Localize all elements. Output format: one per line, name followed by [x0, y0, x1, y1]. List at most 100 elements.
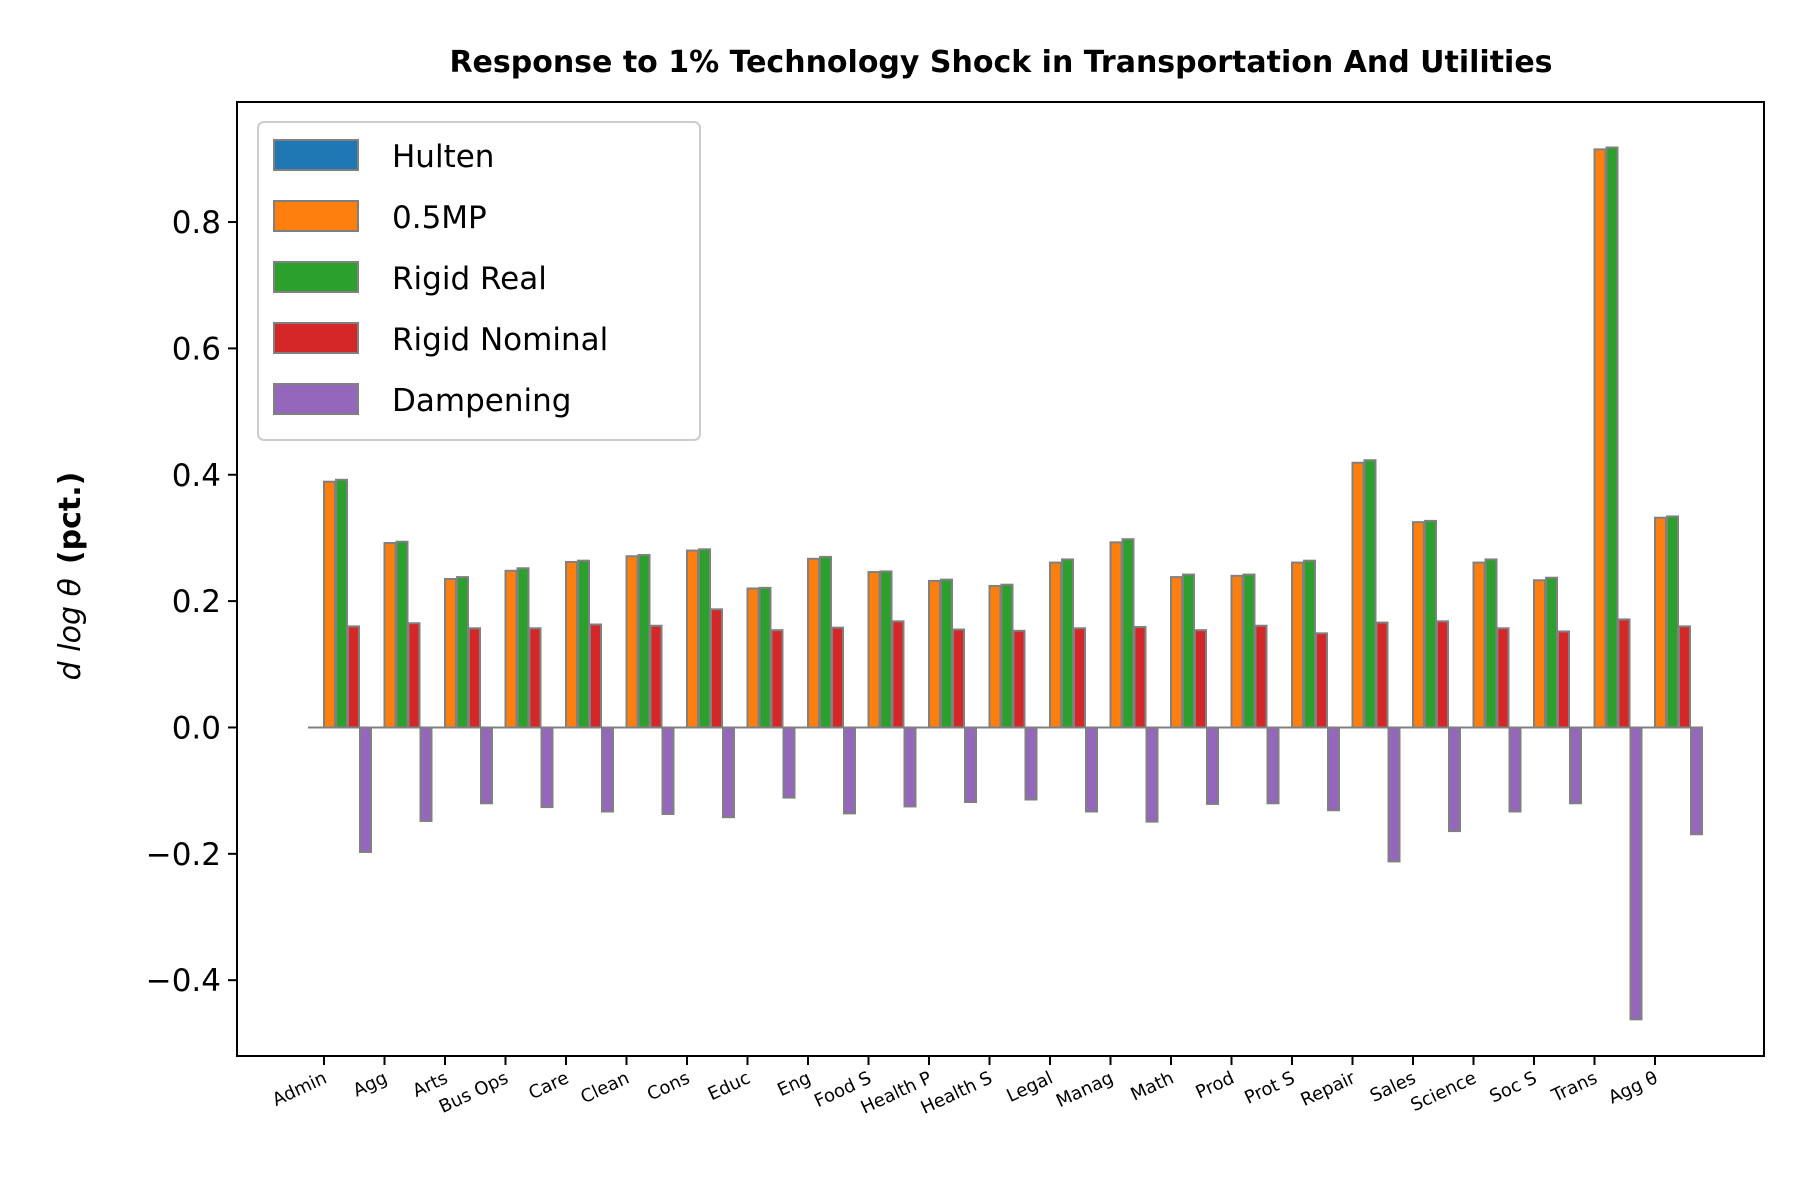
bar-rigid-nominal-repair [1375, 621, 1389, 729]
y-axis-label: d log θ (pct.) [53, 472, 88, 681]
y-tick-label: −0.4 [146, 963, 221, 999]
bar-rigid-real-bus-ops [516, 567, 530, 729]
legend-swatch [273, 200, 359, 232]
y-axis-label-unit: (pct.) [53, 472, 88, 564]
bar-0-5mp-admin [323, 480, 336, 729]
bar-rigid-nominal-admin [347, 625, 360, 729]
bar-dampening-clean [661, 726, 675, 816]
bar-0-5mp-eng [807, 557, 820, 729]
bar-rigid-real-clean [637, 553, 651, 729]
bar-rigid-real-trans [1605, 146, 1619, 729]
bar-dampening-soc-s [1569, 726, 1582, 805]
bar-0-5mp-manag [1109, 541, 1123, 729]
legend-label: Rigid Nominal [392, 322, 608, 358]
bar-rigid-real-arts [456, 576, 469, 729]
bar-rigid-nominal-educ [770, 629, 784, 729]
bar-rigid-nominal-manag [1133, 626, 1147, 729]
bar-0-5mp-math [1170, 576, 1183, 729]
bar-dampening-food-s [903, 726, 917, 808]
bar-rigid-nominal-health-p [952, 628, 965, 729]
bar-0-5mp-repair [1351, 461, 1365, 729]
bar-rigid-real-educ [758, 586, 772, 729]
y-tick-label: 0.2 [172, 584, 221, 620]
bar-rigid-real-manag [1121, 538, 1135, 729]
bar-0-5mp-cons [686, 549, 699, 729]
bar-rigid-real-agg [395, 540, 409, 729]
bar-rigid-real-eng [819, 555, 832, 729]
bar-0-5mp-science [1472, 561, 1486, 729]
y-axis-label-math: d log θ [53, 578, 88, 680]
bar-0-5mp-agg- [1654, 516, 1667, 729]
y-tick-label: 0.8 [172, 205, 221, 241]
bar-rigid-nominal-food-s [891, 620, 905, 729]
bar-0-5mp-agg [383, 541, 397, 729]
bar-dampening-agg- [1690, 726, 1703, 836]
bar-rigid-nominal-clean [649, 624, 663, 729]
bar-dampening-sales [1448, 726, 1461, 833]
bar-0-5mp-clean [625, 555, 639, 729]
bar-dampening-cons [722, 726, 735, 819]
bar-0-5mp-trans [1593, 148, 1607, 729]
bar-rigid-nominal-agg- [1678, 625, 1691, 729]
bar-rigid-nominal-bus-ops [528, 627, 542, 729]
bar-rigid-nominal-care [589, 623, 602, 729]
bar-dampening-legal [1085, 726, 1098, 813]
bar-dampening-health-s [1024, 726, 1038, 801]
bar-dampening-agg [419, 726, 433, 822]
chart-title: Response to 1% Technology Shock in Trans… [449, 45, 1552, 80]
bar-rigid-real-legal [1061, 558, 1074, 729]
bar-dampening-eng [843, 726, 856, 815]
legend-label: Dampening [392, 383, 571, 419]
bar-rigid-real-agg- [1666, 515, 1679, 729]
bar-rigid-nominal-health-s [1012, 629, 1026, 729]
bar-rigid-nominal-legal [1073, 627, 1086, 729]
bar-0-5mp-health-p [928, 579, 941, 729]
y-axis: −0.4 −0.2 0.0 0.2 0.4 0.6 0.8 [146, 205, 237, 999]
legend-swatch [273, 139, 359, 171]
bar-dampening-arts [480, 726, 493, 805]
bar-0-5mp-arts [444, 578, 457, 729]
plot-frame [236, 101, 1765, 1057]
bar-dampening-health-p [964, 726, 977, 804]
bar-0-5mp-legal [1049, 561, 1062, 729]
bar-rigid-real-soc-s [1545, 576, 1558, 729]
legend-label: Hulten [392, 139, 494, 175]
legend-swatch [273, 383, 359, 415]
bar-rigid-real-repair [1363, 459, 1377, 729]
bar-rigid-nominal-arts [468, 627, 481, 729]
bar-rigid-nominal-soc-s [1557, 630, 1570, 729]
bar-0-5mp-educ [746, 587, 760, 729]
y-tick-label: 0.6 [172, 331, 221, 367]
bar-rigid-nominal-eng [831, 626, 844, 729]
bar-rigid-real-cons [698, 548, 711, 729]
bar-0-5mp-soc-s [1533, 579, 1546, 729]
bar-rigid-real-prot-s [1303, 559, 1316, 729]
bar-dampening-educ [782, 726, 796, 799]
bar-dampening-science [1508, 726, 1522, 813]
bar-0-5mp-food-s [867, 571, 881, 729]
bar-0-5mp-care [565, 560, 578, 729]
bar-rigid-nominal-trans [1617, 618, 1631, 729]
bar-dampening-math [1206, 726, 1219, 805]
bar-dampening-manag [1145, 726, 1159, 823]
bar-0-5mp-health-s [988, 584, 1002, 729]
legend: Hulten 0.5MP Rigid Real Rigid Nominal Dampen… [257, 121, 701, 441]
legend-label: 0.5MP [392, 200, 487, 236]
bar-rigid-real-science [1484, 558, 1498, 729]
bar-rigid-real-math [1182, 573, 1195, 729]
bar-rigid-nominal-science [1496, 627, 1510, 729]
bar-rigid-real-admin [335, 478, 348, 729]
bar-rigid-nominal-cons [710, 608, 723, 729]
bar-rigid-real-sales [1424, 519, 1437, 729]
y-tick-label: 0.0 [172, 710, 221, 746]
legend-box [257, 121, 701, 441]
bar-rigid-real-prod [1242, 573, 1256, 729]
bar-0-5mp-prod [1230, 574, 1244, 729]
bar-dampening-bus-ops [540, 726, 554, 809]
bar-rigid-real-health-p [940, 578, 953, 729]
bar-dampening-prod [1266, 726, 1280, 805]
bar-rigid-real-food-s [879, 570, 893, 729]
bar-rigid-nominal-math [1194, 629, 1207, 729]
